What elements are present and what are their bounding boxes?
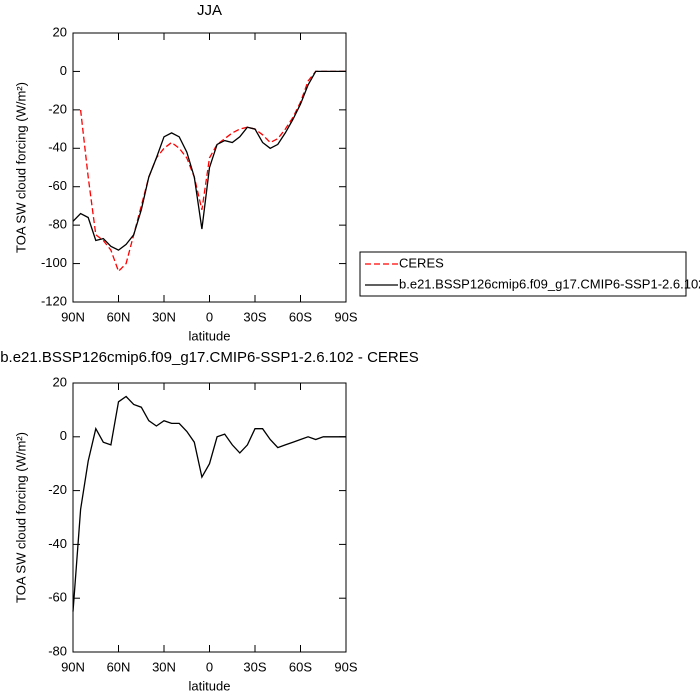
x-tick-label: 90S [334, 659, 357, 674]
chart-title: b.e21.BSSP126cmip6.f09_g17.CMIP6-SSP1-2.… [0, 349, 419, 366]
x-tick-label: 90S [334, 309, 357, 324]
data-line [72, 395, 346, 612]
y-tick-label: 20 [53, 374, 67, 389]
y-tick-label: 20 [53, 24, 67, 39]
y-tick-label: -40 [48, 536, 67, 551]
x-tick-label: 30N [152, 659, 176, 674]
data-line [79, 70, 346, 273]
y-tick-label: -20 [48, 101, 67, 116]
x-tick-label: 30S [243, 309, 266, 324]
y-tick-label: -80 [48, 643, 67, 658]
x-tick-label: 60S [289, 659, 312, 674]
y-tick-label: -40 [48, 140, 67, 155]
x-axis-label: latitude [189, 328, 231, 343]
y-tick-label: -80 [48, 217, 67, 232]
legend-label: CERES [399, 255, 444, 270]
x-tick-label: 30N [152, 309, 176, 324]
plot-frame [72, 382, 347, 653]
y-tick-label: -120 [41, 293, 67, 308]
y-tick-label: 0 [60, 63, 67, 78]
x-tick-label: 30S [243, 659, 266, 674]
y-tick-label: -60 [48, 178, 67, 193]
x-tick-label: 60N [107, 659, 131, 674]
x-tick-label: 0 [206, 659, 213, 674]
y-tick-label: 0 [60, 428, 67, 443]
data-line [72, 70, 346, 251]
legend-label: b.e21.BSSP126cmip6.f09_g17.CMIP6-SSP1-2.… [399, 276, 700, 291]
x-tick-label: 0 [206, 309, 213, 324]
y-tick-label: -60 [48, 590, 67, 605]
y-axis-label: TOA SW cloud forcing (W/m²) [13, 432, 28, 603]
chart-title: JJA [197, 2, 222, 19]
x-tick-label: 90N [61, 309, 85, 324]
x-tick-label: 60N [107, 309, 131, 324]
y-tick-label: -20 [48, 482, 67, 497]
x-axis-label: latitude [189, 678, 231, 693]
x-tick-label: 90N [61, 659, 85, 674]
x-tick-label: 60S [289, 309, 312, 324]
legend-box [359, 251, 687, 297]
y-axis-label: TOA SW cloud forcing (W/m²) [13, 82, 28, 253]
y-tick-label: -100 [41, 255, 67, 270]
